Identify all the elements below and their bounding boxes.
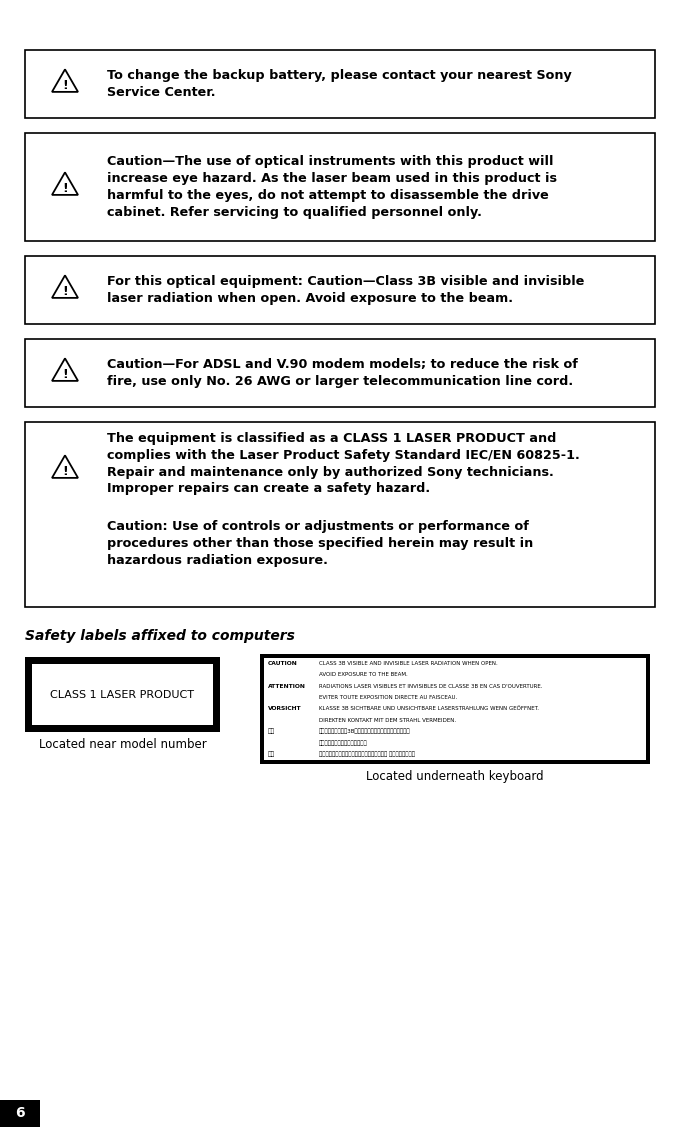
- Text: CLASS 1 LASER PRODUCT: CLASS 1 LASER PRODUCT: [50, 690, 194, 700]
- Bar: [25, 421, 655, 607]
- Text: VORSICHT: VORSICHT: [268, 707, 302, 711]
- Text: 折开时会产生可视和不可视的三级激光光辐射． 请避免光束照射．: 折开时会产生可视和不可视的三级激光光辐射． 请避免光束照射．: [319, 752, 415, 757]
- Text: KLASSE 3B SICHTBARE UND UNSICHTBARE LASERSTRAHLUNG WENN GEÖFFNET.: KLASSE 3B SICHTBARE UND UNSICHTBARE LASE…: [319, 707, 539, 711]
- Text: 注意: 注意: [268, 729, 275, 735]
- Text: Caution—For ADSL and V.90 modem models; to reduce the risk of
fire, use only No.: Caution—For ADSL and V.90 modem models; …: [107, 358, 578, 388]
- Bar: [25, 133, 655, 241]
- Bar: [25, 256, 655, 323]
- Text: RADIATIONS LASER VISIBLES ET INVISIBLES DE CLASSE 3B EN CAS D'OUVERTURE.: RADIATIONS LASER VISIBLES ET INVISIBLES …: [319, 684, 543, 689]
- Text: 危険: 危険: [268, 752, 275, 757]
- Text: !: !: [62, 367, 68, 381]
- Bar: [25, 339, 655, 407]
- Text: DIREKTEN KONTAKT MIT DEM STRAHL VERMEIDEN.: DIREKTEN KONTAKT MIT DEM STRAHL VERMEIDE…: [319, 718, 456, 722]
- Text: Caution: Use of controls or adjustments or performance of
procedures other than : Caution: Use of controls or adjustments …: [107, 520, 533, 567]
- Text: CLASS 3B VISIBLE AND INVISIBLE LASER RADIATION WHEN OPEN.: CLASS 3B VISIBLE AND INVISIBLE LASER RAD…: [319, 662, 498, 666]
- Text: ここを開くとクラス3B可視光および不可視レーザ光が出る．: ここを開くとクラス3B可視光および不可視レーザ光が出る．: [319, 729, 411, 735]
- Bar: [0, 1100, 40, 1127]
- Text: Located near model number: Located near model number: [39, 738, 206, 751]
- Text: For this optical equipment: Caution—Class 3B visible and invisible
laser radiati: For this optical equipment: Caution—Clas…: [107, 275, 584, 305]
- Bar: [32, 664, 213, 725]
- Text: 6: 6: [15, 1106, 24, 1120]
- Text: !: !: [62, 181, 68, 195]
- Text: !: !: [62, 464, 68, 478]
- Text: CAUTION: CAUTION: [268, 662, 298, 666]
- Text: The equipment is classified as a CLASS 1 LASER PRODUCT and
complies with the Las: The equipment is classified as a CLASS 1…: [107, 432, 580, 496]
- Text: EVITER TOUTE EXPOSITION DIRECTE AU FAISCEAU.: EVITER TOUTE EXPOSITION DIRECTE AU FAISC…: [319, 695, 457, 700]
- Text: ATTENTION: ATTENTION: [268, 684, 306, 689]
- Bar: [260, 654, 650, 764]
- Text: !: !: [62, 285, 68, 298]
- Text: AVOID EXPOSURE TO THE BEAM.: AVOID EXPOSURE TO THE BEAM.: [319, 673, 408, 677]
- Text: Caution—The use of optical instruments with this product will
increase eye hazar: Caution—The use of optical instruments w…: [107, 156, 557, 219]
- Text: !: !: [62, 79, 68, 91]
- Text: ビームに人体をさらさないこと．: ビームに人体をさらさないこと．: [319, 740, 368, 746]
- Text: To change the backup battery, please contact your nearest Sony
Service Center.: To change the backup battery, please con…: [107, 69, 572, 99]
- Text: Safety labels affixed to computers: Safety labels affixed to computers: [25, 629, 295, 644]
- Bar: [25, 50, 655, 118]
- Bar: [264, 658, 646, 760]
- Bar: [25, 657, 220, 733]
- Text: Located underneath keyboard: Located underneath keyboard: [367, 770, 544, 783]
